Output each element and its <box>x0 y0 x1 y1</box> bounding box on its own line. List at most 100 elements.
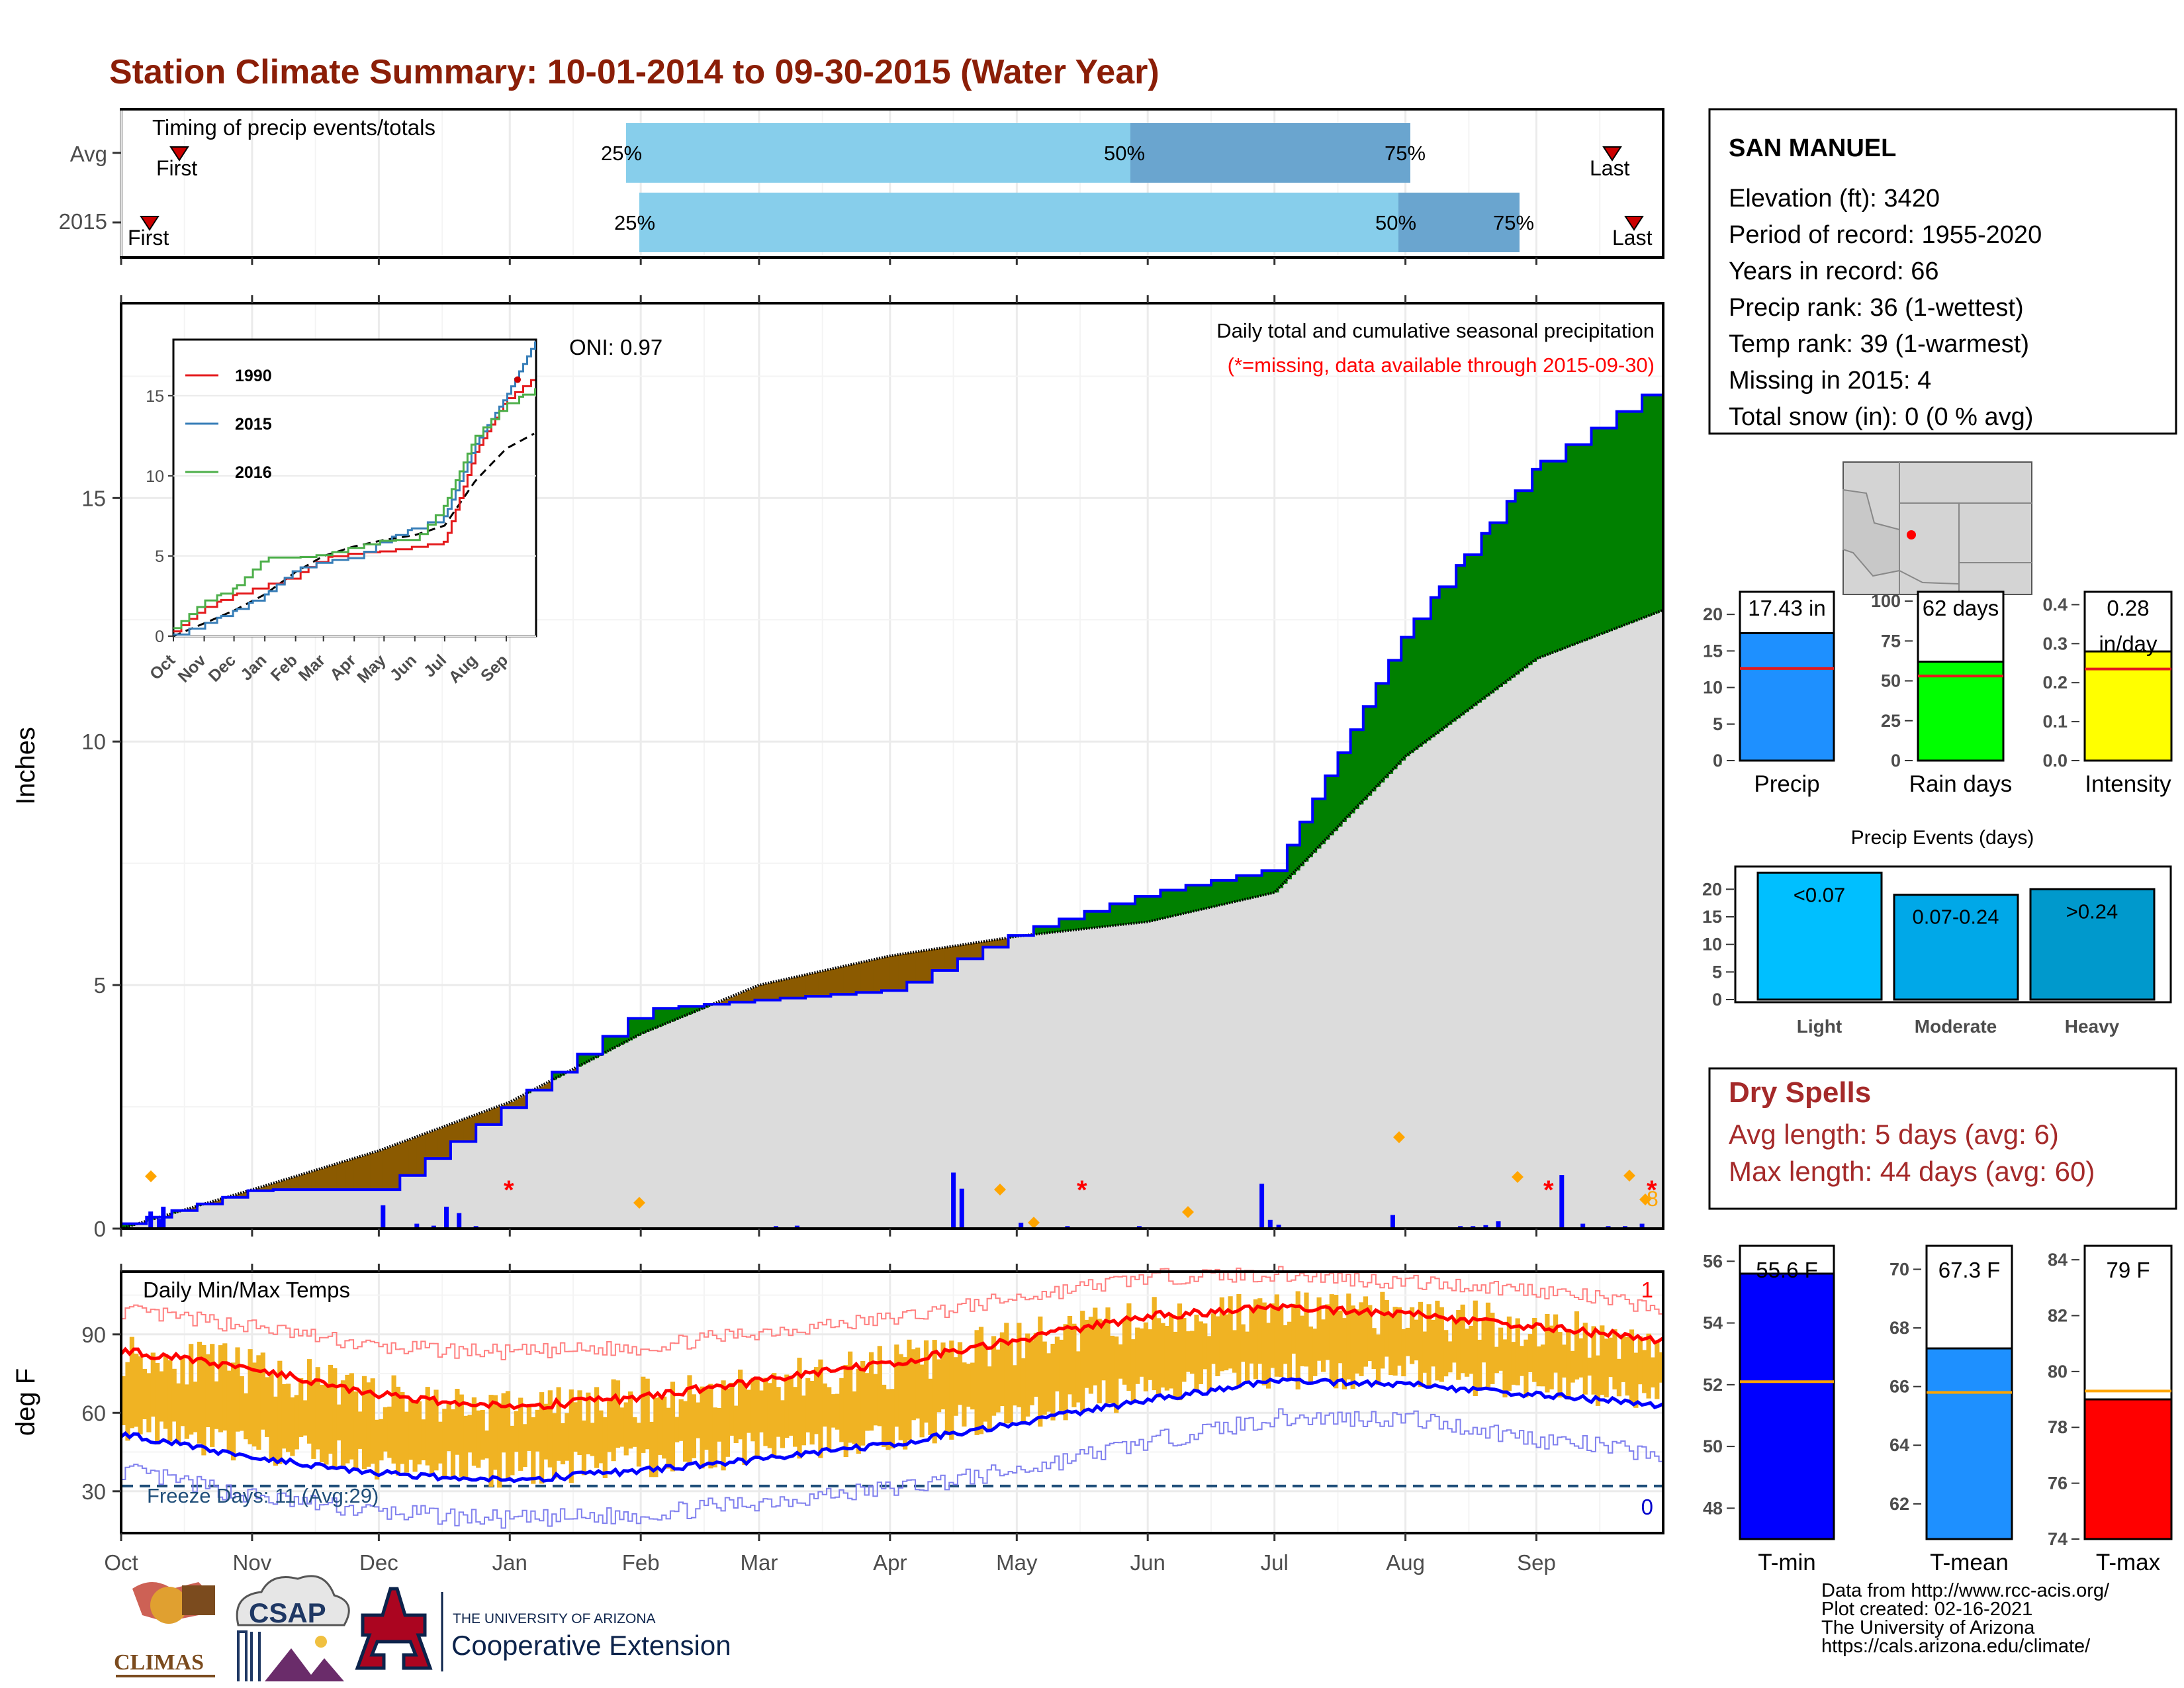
daily-temp-bar <box>1304 1292 1309 1367</box>
daily-temp-bar <box>1570 1350 1575 1383</box>
below-avg-fill <box>898 955 903 991</box>
below-avg-fill <box>776 981 781 1000</box>
oni-value: ONI: 0.97 <box>569 335 662 359</box>
daily-precip-bar <box>1496 1221 1501 1229</box>
tmax-summary-value-label: 79 F <box>2106 1258 2150 1282</box>
daily-temp-bar <box>1152 1297 1157 1391</box>
above-avg-fill <box>1494 522 1499 690</box>
below-avg-fill <box>987 941 992 947</box>
above-avg-fill <box>1392 660 1398 770</box>
daily-temp-bar <box>125 1362 130 1441</box>
daily-temp-bar <box>949 1340 954 1440</box>
daily-temp-bar <box>1629 1329 1635 1404</box>
dry-spells-box: Dry Spells Avg length: 5 days (avg: 6) M… <box>1708 1067 2177 1210</box>
precip-ytick-label: 10 <box>81 729 106 754</box>
timing-panel: Timing of precip events/totals Avg 2015 … <box>59 108 1664 265</box>
timing-2015-q50-label: 50% <box>1375 211 1416 234</box>
below-avg-fill <box>852 964 857 995</box>
above-avg-fill <box>1088 911 1093 929</box>
inset-2016-line <box>173 388 536 630</box>
daily-temp-bar <box>412 1402 418 1472</box>
daily-temp-bar <box>421 1419 426 1460</box>
below-avg-fill <box>471 1116 477 1142</box>
daily-temp-bar <box>1435 1300 1440 1381</box>
above-avg-fill <box>1206 885 1212 908</box>
daily-temp-bar <box>1380 1291 1385 1369</box>
daily-temp-bar <box>294 1395 299 1450</box>
above-avg-fill <box>602 1036 608 1054</box>
below-avg-fill <box>345 1161 350 1190</box>
station-line: Total snow (in): 0 (0 % avg) <box>1729 403 2033 431</box>
daily-temp-bar <box>797 1358 802 1459</box>
daily-temp-bar <box>687 1375 692 1464</box>
daily-temp-bar <box>1334 1295 1339 1389</box>
daily-temp-bar <box>269 1374 274 1459</box>
above-avg-fill <box>1300 821 1304 867</box>
above-avg-fill <box>1109 904 1115 926</box>
inset-avg-line <box>173 432 535 637</box>
daily-temp-bar <box>201 1344 206 1456</box>
tmax-summary-ytick-label: 78 <box>2048 1417 2068 1437</box>
above-avg-fill <box>590 1054 595 1060</box>
station-line: Precip rank: 36 (1-wettest) <box>1729 294 2024 322</box>
above-avg-fill <box>1650 395 1655 615</box>
daily-temp-bar <box>1219 1297 1224 1372</box>
month-label-feb: Feb <box>622 1550 660 1575</box>
above-avg-fill <box>1261 870 1267 896</box>
daily-temp-bar <box>366 1382 371 1467</box>
daily-temp-bar <box>260 1352 265 1430</box>
above-avg-fill <box>1287 845 1292 880</box>
temp-summary-bars: 48 50 52 54 56 55.6 F T-min 62 64 66 68 70 67.3 F T-m… <box>1703 1244 2173 1575</box>
below-avg-fill <box>379 1150 384 1190</box>
below-avg-fill <box>547 1082 553 1090</box>
daily-temp-bar <box>928 1378 933 1435</box>
daily-precip-bar <box>457 1213 462 1229</box>
inset-comparison-chart: 199020152016051015OctNovDecJanFebMarAprM… <box>146 338 537 687</box>
above-avg-fill <box>1130 904 1136 924</box>
daily-temp-bar <box>573 1402 578 1452</box>
daily-temp-bar <box>746 1389 751 1433</box>
above-avg-fill <box>1587 444 1592 639</box>
daily-temp-bar <box>1042 1341 1047 1415</box>
daily-temp-bar <box>1388 1315 1394 1375</box>
daily-temp-bar <box>535 1409 540 1452</box>
daily-temp-bar <box>657 1397 662 1455</box>
daily-temp-bar <box>662 1396 667 1459</box>
daily-temp-bar <box>1203 1323 1208 1370</box>
daily-temp-bar <box>1621 1335 1626 1382</box>
daily-temp-bar <box>995 1349 1001 1413</box>
above-avg-fill <box>615 1036 620 1047</box>
tmin-summary-ytick-label: 50 <box>1703 1436 1723 1456</box>
daily-temp-bar <box>1126 1303 1132 1391</box>
daily-temp-bar <box>793 1387 798 1447</box>
daily-temp-bar <box>311 1380 316 1459</box>
above-avg-fill <box>1071 919 1077 931</box>
above-avg-fill <box>1274 870 1279 893</box>
below-avg-fill <box>827 970 832 996</box>
above-avg-fill <box>1291 845 1297 875</box>
daily-temp-bar <box>1008 1341 1013 1423</box>
daily-temp-bar <box>1367 1305 1373 1362</box>
daily-temp-bar <box>256 1355 261 1450</box>
above-avg-fill <box>1143 896 1148 923</box>
below-avg-fill <box>336 1163 341 1190</box>
daily-temp-bar <box>1549 1325 1554 1389</box>
tmin-summary-ytick-label: 48 <box>1703 1498 1723 1518</box>
below-avg-fill <box>302 1174 308 1190</box>
month-label-may: May <box>996 1550 1038 1575</box>
precip-summary-ytick-label: 10 <box>1703 678 1723 698</box>
daily-temp-bar <box>1625 1336 1630 1396</box>
above-avg-fill <box>645 1018 650 1032</box>
daily-temp-bar <box>877 1346 882 1427</box>
rain-days-summary-ytick-label: 25 <box>1881 711 1901 731</box>
below-avg-fill <box>459 1121 464 1142</box>
below-avg-fill <box>877 959 882 993</box>
temp-ytick-label: 60 <box>81 1401 106 1425</box>
daily-temp-bar <box>991 1336 997 1416</box>
intensity-summary-ytick-label: 0.0 <box>2042 751 2068 771</box>
inset-legend-label: 2015 <box>235 415 272 434</box>
below-avg-fill <box>235 1194 240 1197</box>
daily-temp-bar <box>1494 1346 1499 1374</box>
above-avg-fill <box>1456 565 1461 719</box>
